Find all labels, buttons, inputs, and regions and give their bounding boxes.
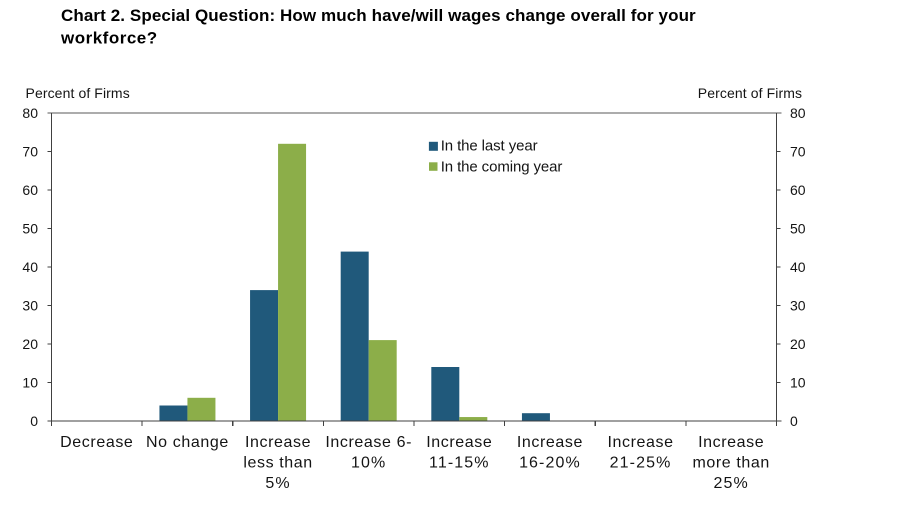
svg-text:Increase: Increase [607,434,673,451]
svg-text:60: 60 [790,182,806,198]
svg-text:In the last year: In the last year [441,138,538,155]
svg-text:30: 30 [790,297,806,313]
svg-text:20: 20 [790,336,806,352]
svg-text:30: 30 [22,297,38,313]
svg-text:Decrease: Decrease [60,434,133,451]
svg-text:Percent of Firms: Percent of Firms [26,85,130,101]
svg-text:0: 0 [30,413,38,429]
svg-text:workforce?: workforce? [60,29,158,48]
svg-text:70: 70 [22,144,38,160]
svg-text:No change: No change [146,434,229,451]
svg-text:50: 50 [22,221,38,237]
svg-text:21-25%: 21-25% [610,455,672,472]
svg-text:In the coming year: In the coming year [441,159,563,176]
svg-text:0: 0 [790,413,798,429]
svg-text:80: 80 [790,105,806,121]
svg-text:20: 20 [22,336,38,352]
svg-text:more than: more than [692,455,769,472]
svg-text:Percent of Firms: Percent of Firms [698,85,802,101]
svg-text:5%: 5% [265,475,290,492]
svg-text:60: 60 [22,182,38,198]
svg-text:10: 10 [790,374,806,390]
svg-text:Chart 2. Special Question: How: Chart 2. Special Question: How much have… [61,6,696,25]
svg-text:50: 50 [790,221,806,237]
svg-text:Increase: Increase [426,434,492,451]
svg-text:70: 70 [790,144,806,160]
svg-text:10%: 10% [351,455,386,472]
svg-text:25%: 25% [714,475,749,492]
svg-text:less than: less than [243,455,312,472]
svg-text:16-20%: 16-20% [519,455,581,472]
svg-text:11-15%: 11-15% [429,455,490,472]
svg-text:40: 40 [790,259,806,275]
svg-text:Increase: Increase [698,434,764,451]
svg-text:Increase: Increase [245,434,311,451]
svg-text:Increase 6-: Increase 6- [325,434,412,451]
svg-text:40: 40 [22,259,38,275]
svg-text:10: 10 [22,374,38,390]
svg-text:80: 80 [22,105,38,121]
svg-text:Increase: Increase [517,434,583,451]
